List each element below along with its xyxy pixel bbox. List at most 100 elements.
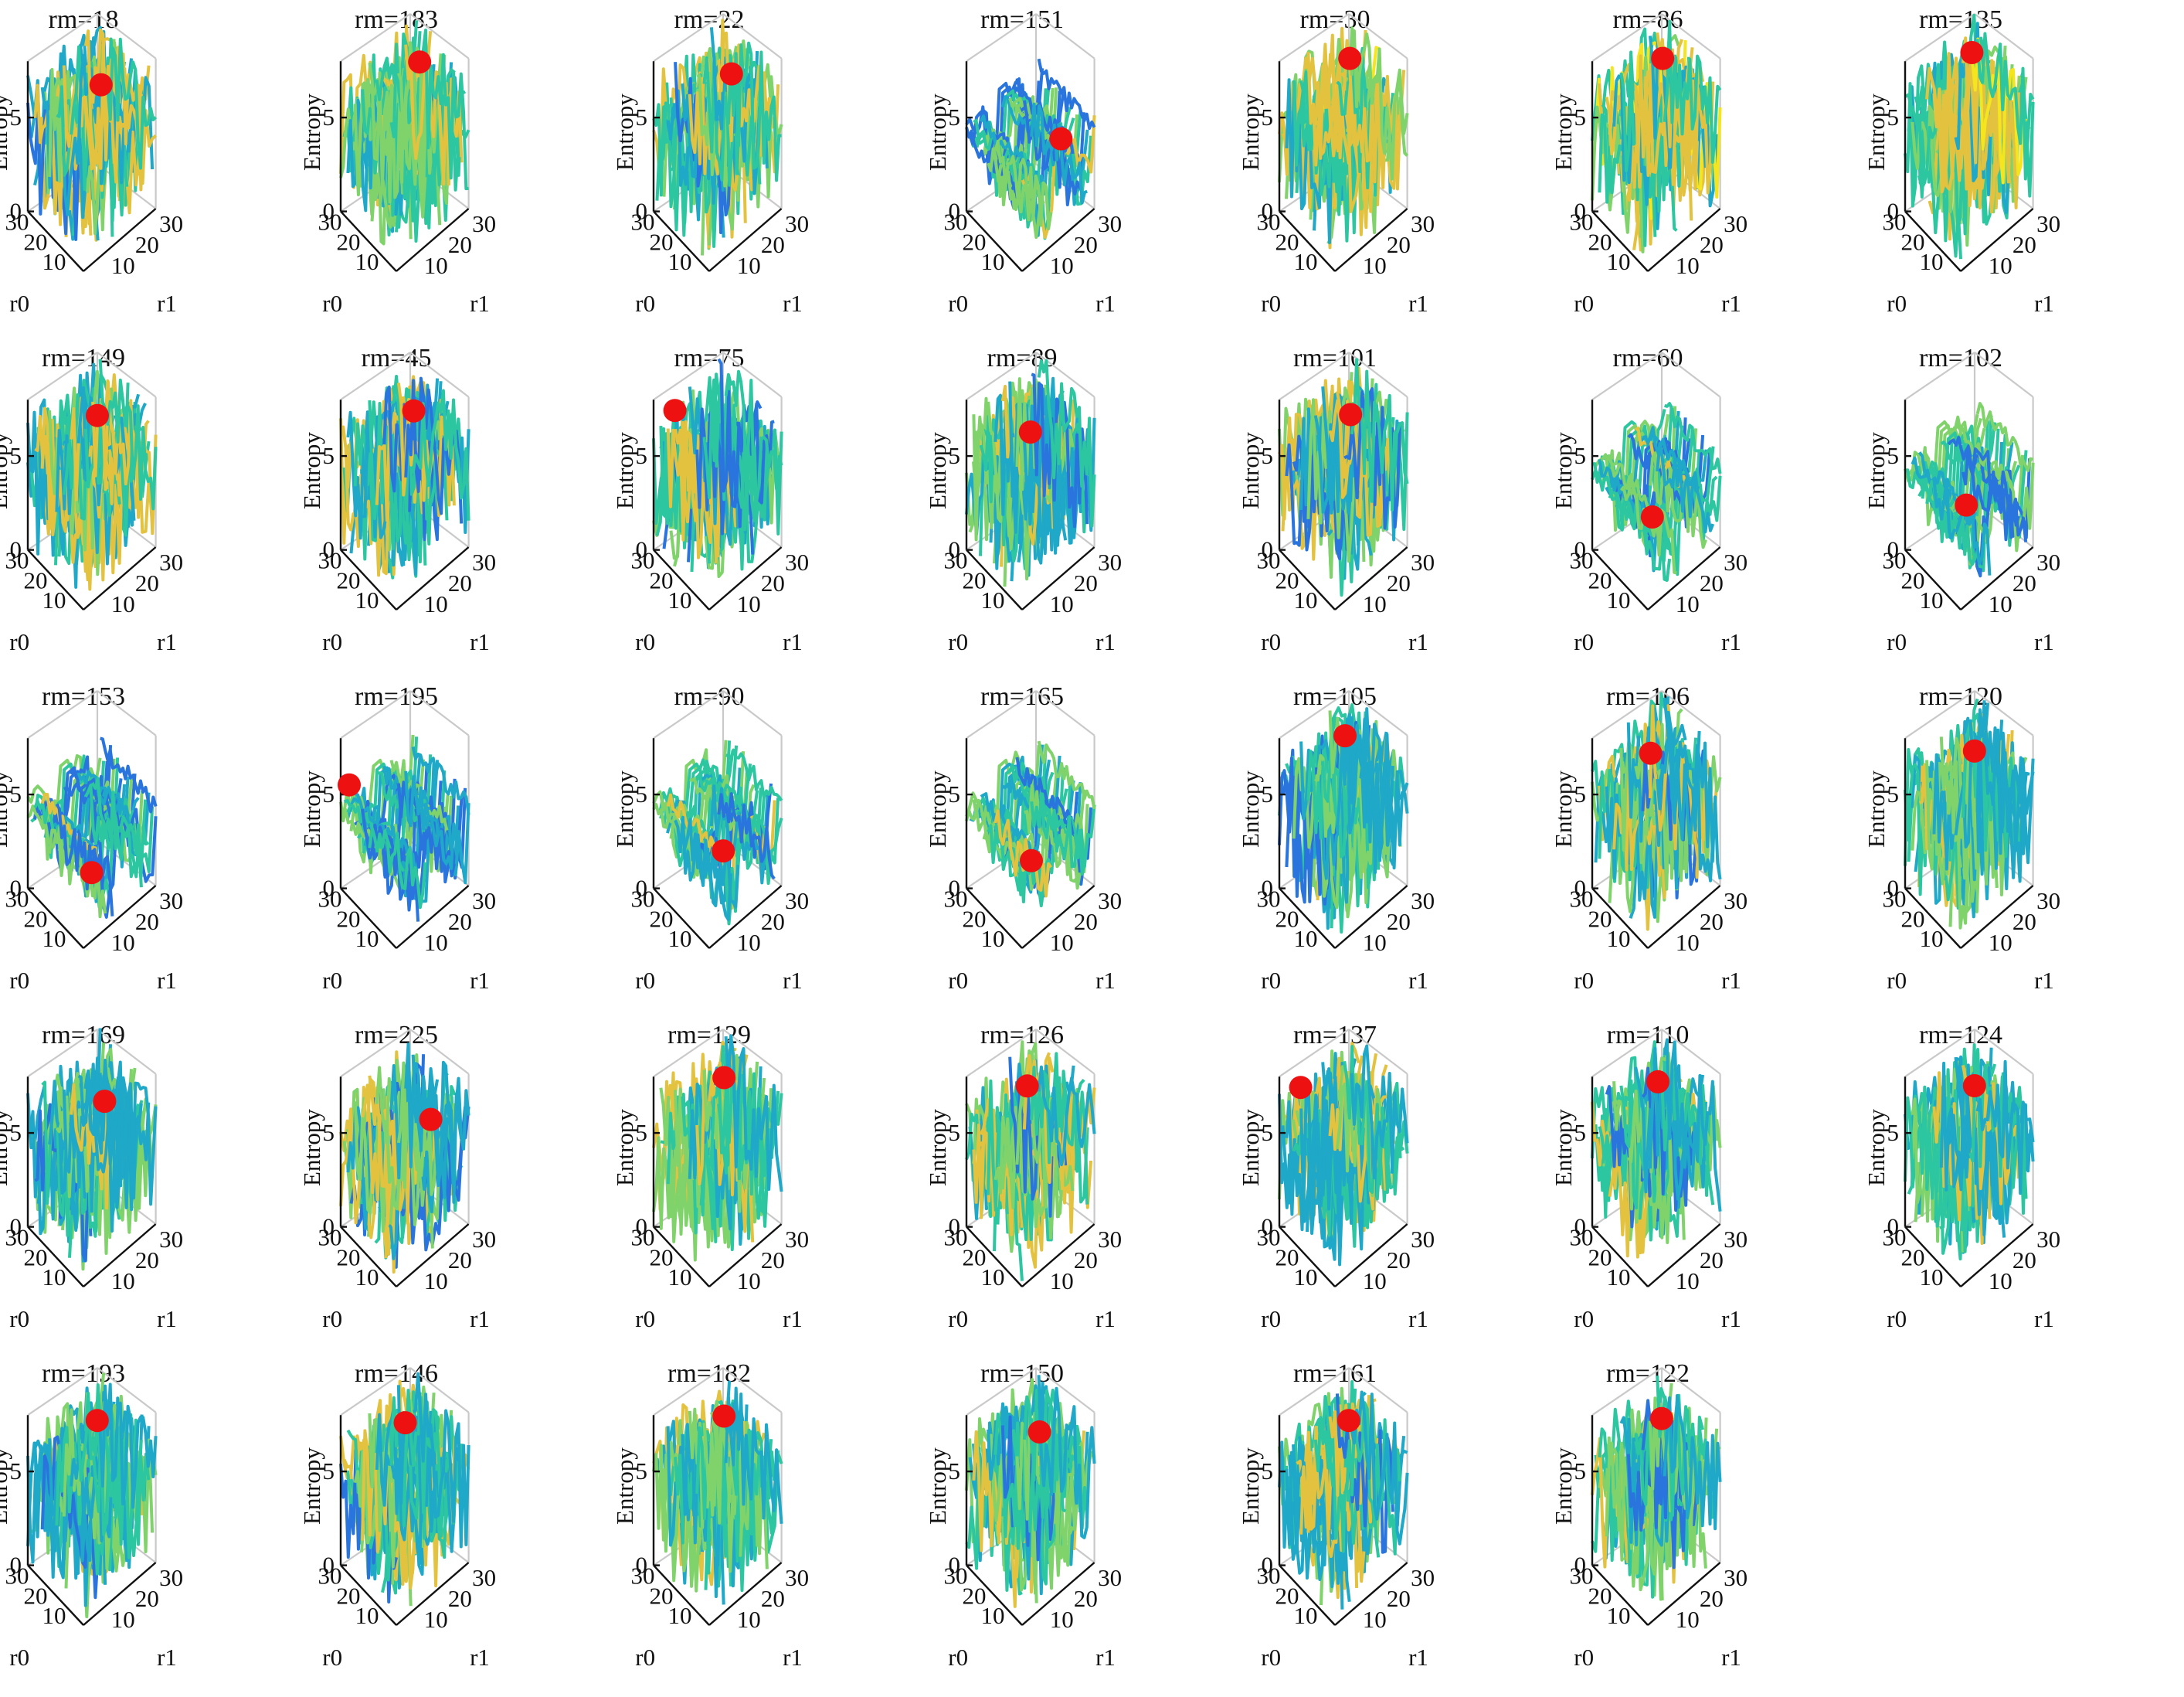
- entropy-axis-label: Entropy: [924, 94, 951, 171]
- r1-tick-label: 20: [1074, 1585, 1098, 1612]
- r0-axis-line: [653, 210, 710, 272]
- r1-tick-label: 30: [472, 549, 496, 576]
- r0-tick-label: 10: [1920, 925, 1944, 952]
- r1-tick-label: 30: [1098, 887, 1122, 914]
- grid-line: [1974, 690, 2034, 736]
- r0-axis-label: r0: [1574, 628, 1594, 655]
- r1-tick-label: 20: [448, 1246, 472, 1274]
- r1-tick-label: 10: [1050, 590, 1074, 617]
- max-entropy-marker: [85, 1409, 109, 1433]
- r1-tick-label: 30: [159, 1564, 183, 1591]
- r0-tick-label: 10: [981, 1263, 1005, 1291]
- r0-tick-label: 30: [5, 1224, 29, 1251]
- r0-tick-label: 20: [963, 1243, 987, 1270]
- z-tick-label: 0: [636, 198, 648, 225]
- max-entropy-marker: [1338, 46, 1362, 70]
- entropy-axis-label: Entropy: [924, 1109, 951, 1186]
- r1-axis-line: [1960, 885, 2034, 949]
- entropy-axis-label: Entropy: [0, 1109, 12, 1186]
- z-tick-label: 5: [949, 442, 961, 469]
- z-tick-label: 5: [949, 1119, 961, 1146]
- r0-tick-label: 20: [1275, 566, 1299, 593]
- r0-tick-label: 30: [1257, 886, 1281, 913]
- r1-axis-label: r1: [470, 967, 490, 994]
- z-tick-label: 0: [949, 1213, 961, 1240]
- r1-tick-label: 10: [737, 252, 761, 279]
- grid-line: [1591, 1029, 1663, 1078]
- max-entropy-marker: [1018, 420, 1042, 444]
- max-entropy-marker: [1955, 493, 1979, 517]
- r0-tick-label: 20: [1588, 566, 1612, 593]
- grid-line: [966, 1029, 1037, 1078]
- r0-axis-label: r0: [1261, 1305, 1281, 1332]
- r1-tick-label: 30: [1411, 549, 1435, 576]
- surface-line: [724, 369, 783, 505]
- r1-tick-label: 20: [448, 231, 472, 258]
- r0-tick-label: 10: [668, 248, 692, 275]
- surface-line: [1350, 1044, 1409, 1180]
- r1-tick-label: 20: [448, 908, 472, 935]
- r0-tick-label: 20: [337, 566, 361, 593]
- r1-tick-label: 20: [135, 1246, 159, 1274]
- z-tick-label: 5: [323, 1119, 335, 1146]
- grid-line: [97, 690, 157, 736]
- grid-line: [97, 13, 157, 60]
- r0-axis-label: r0: [1261, 1644, 1281, 1671]
- entropy-axis-label: Entropy: [298, 94, 325, 171]
- r0-axis-line: [1279, 210, 1336, 272]
- r0-tick-label: 10: [42, 925, 66, 952]
- r0-tick-label: 30: [944, 547, 968, 574]
- surface-line: [724, 1034, 783, 1192]
- max-entropy-marker: [86, 403, 109, 427]
- r0-tick-label: 20: [650, 228, 674, 255]
- r0-axis-line: [1279, 1226, 1336, 1287]
- r1-axis-label: r1: [783, 1305, 803, 1332]
- surface-line: [987, 821, 1046, 908]
- surface-line: [339, 425, 398, 577]
- r1-axis-label: r1: [1095, 290, 1116, 317]
- z-tick-label: 0: [323, 1552, 335, 1579]
- r1-tick-label: 30: [472, 887, 496, 914]
- r1-axis-line: [396, 208, 470, 272]
- surface-line: [681, 818, 740, 909]
- surface-line: [1656, 726, 1715, 883]
- r1-axis-label: r1: [1408, 967, 1428, 994]
- r1-tick-label: 30: [159, 549, 183, 576]
- subplot-title: rm=169: [42, 1021, 125, 1049]
- surface-line: [993, 1413, 1051, 1586]
- grid-line: [97, 352, 157, 398]
- r0-axis-label: r0: [9, 967, 29, 994]
- subplot-title: rm=30: [1300, 5, 1371, 34]
- r0-tick-label: 20: [337, 1582, 361, 1609]
- max-entropy-marker: [1962, 739, 1986, 763]
- r1-tick-label: 30: [1724, 210, 1748, 237]
- entropy-axis-label: Entropy: [298, 432, 325, 509]
- r1-tick-label: 20: [135, 908, 159, 935]
- entropy-axis-label: Entropy: [1237, 1447, 1264, 1525]
- grid-line: [966, 1367, 1037, 1416]
- r1-axis-line: [1021, 546, 1095, 610]
- r1-axis-line: [1334, 208, 1408, 272]
- r1-axis-line: [1334, 1562, 1408, 1626]
- r1-axis-label: r1: [2034, 290, 2054, 317]
- r1-axis-line: [396, 885, 470, 949]
- r1-axis-line: [708, 1223, 783, 1287]
- surface-line: [389, 760, 449, 831]
- surface-line: [1037, 740, 1096, 810]
- subplot-title: rm=18: [49, 5, 119, 34]
- r1-tick-label: 30: [472, 210, 496, 237]
- r0-axis-label: r0: [1261, 967, 1281, 994]
- entropy-axis-label: Entropy: [298, 1447, 325, 1525]
- r1-tick-label: 30: [785, 1564, 809, 1591]
- r0-tick-label: 20: [963, 566, 987, 593]
- r1-tick-label: 10: [424, 1267, 448, 1294]
- r1-tick-label: 30: [1411, 1226, 1435, 1253]
- r0-tick-label: 20: [24, 228, 48, 255]
- max-entropy-marker: [1020, 848, 1043, 872]
- r1-axis-label: r1: [1095, 628, 1116, 655]
- grid-line: [722, 352, 783, 398]
- r1-tick-label: 10: [424, 590, 448, 617]
